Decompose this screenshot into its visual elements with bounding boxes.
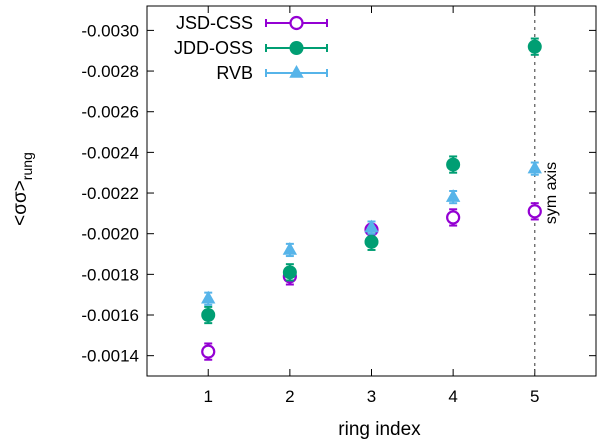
x-tick-label: 2 <box>285 387 294 406</box>
x-axis-title: ring index <box>338 419 421 440</box>
plot-frame <box>146 5 597 377</box>
data-point <box>527 160 542 174</box>
y-tick-label: -0.0020 <box>81 225 139 244</box>
y-axis: -0.0014 -0.0016 -0.0018 -0.0020 -0.0022 -0.00… <box>81 21 596 366</box>
data-point <box>201 290 216 304</box>
y-tick-label: -0.0030 <box>81 21 139 40</box>
data-point <box>527 204 542 219</box>
y-tick-label: -0.0014 <box>81 347 139 366</box>
x-tick-label: 3 <box>367 387 376 406</box>
data-point <box>364 219 379 233</box>
series-layer <box>201 37 542 361</box>
legend-marker <box>289 65 304 78</box>
legend-marker <box>289 15 304 31</box>
data-point <box>201 344 216 359</box>
series-jdd-oss <box>201 37 542 325</box>
y-axis-title-subscript: rung <box>19 152 35 180</box>
data-point <box>446 210 461 225</box>
plot-border <box>146 5 597 377</box>
annotations: sym axis <box>534 6 560 376</box>
y-tick-label: -0.0026 <box>81 103 139 122</box>
data-point <box>282 241 298 255</box>
legend-label: JSD-CSS <box>176 13 253 33</box>
data-point <box>445 189 461 202</box>
data-point <box>446 157 461 172</box>
x-axis: 1 2 3 4 5 <box>203 6 540 406</box>
legend: JSD-CSS JDD-OSS RVB <box>174 13 328 83</box>
legend-marker <box>289 41 304 55</box>
y-tick-label: -0.0022 <box>81 184 139 203</box>
x-tick-label: 1 <box>203 387 212 406</box>
svg-text:<σσ>rung: <σσ>rung <box>10 152 35 226</box>
data-point <box>282 265 297 280</box>
series-rvb <box>201 160 542 306</box>
y-tick-label: -0.0024 <box>81 143 139 162</box>
y-tick-label: -0.0016 <box>81 306 139 325</box>
data-point <box>527 39 542 54</box>
x-tick-label: 5 <box>530 387 539 406</box>
y-axis-title: <σσ>rung <box>10 152 35 226</box>
legend-label: JDD-OSS <box>174 38 253 58</box>
data-point <box>201 308 216 323</box>
legend-label: RVB <box>216 63 253 83</box>
y-tick-label: -0.0028 <box>81 62 139 81</box>
symmetry-axis-label: sym axis <box>543 162 560 224</box>
y-tick-label: -0.0018 <box>81 265 139 284</box>
data-point <box>364 234 379 249</box>
x-tick-label: 4 <box>448 387 457 406</box>
y-axis-title-main: <σσ> <box>10 180 31 226</box>
